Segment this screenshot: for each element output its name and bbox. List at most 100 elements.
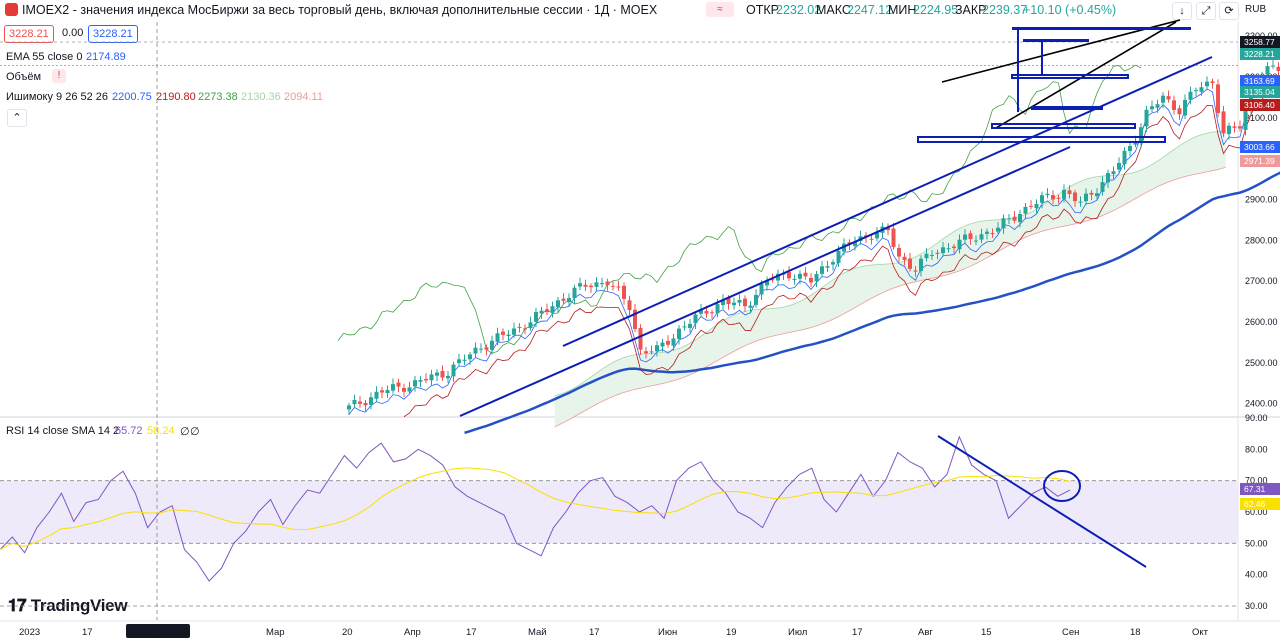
volume-warning-icon[interactable]: ! [52, 69, 66, 83]
candle-body-44 [589, 285, 593, 288]
price-tag-bg-1 [1240, 48, 1280, 60]
price-axis-label-2800: 2800.00 [1245, 235, 1278, 245]
price-axis-label-3000: 3000.00 [1245, 154, 1278, 164]
candle-body-102 [908, 258, 912, 269]
zone-box-4 [991, 123, 1136, 129]
candle-body-33 [528, 322, 533, 329]
candle-body-89 [836, 250, 841, 263]
candle-body-169 [1276, 66, 1280, 72]
rsi-band-fill [0, 480, 1238, 544]
rsi-sma-line [0, 467, 1071, 551]
rsi-tag-1: 62.46 [1244, 499, 1266, 509]
candle-body-101 [902, 256, 907, 260]
candle-body-74 [754, 294, 758, 305]
rsi-axis-label-1: 80.00 [1245, 444, 1268, 454]
candle-body-81 [792, 278, 797, 280]
candle-body-127 [1045, 193, 1050, 196]
candle-body-62 [688, 323, 692, 328]
rsi-empty-1: ∅ [180, 426, 190, 438]
indicator-flag-icon[interactable]: ≈ [706, 2, 734, 17]
candle-body-37 [550, 306, 555, 313]
candle-body-162 [1238, 126, 1242, 129]
candle-body-60 [677, 328, 681, 339]
tradingview-logo[interactable]: 𝟏𝟕 TradingView [8, 596, 128, 616]
ichimoku-base [403, 90, 1280, 418]
time-axis-label-17: Окт [1192, 627, 1209, 638]
candle-body-154 [1194, 90, 1198, 92]
refresh-icon[interactable]: ⟳ [1219, 2, 1239, 20]
time-axis-label-7: Май [528, 627, 547, 638]
candle-body-68 [721, 299, 725, 306]
candle-body-121 [1012, 216, 1017, 221]
ichimoku-value-base: 2190.80 [156, 91, 196, 103]
ema-legend-label[interactable]: EMA 55 close 0 [6, 51, 83, 63]
wedge-bottom [995, 21, 1177, 129]
candle-body-4 [369, 397, 373, 405]
candle-body-67 [715, 304, 720, 314]
candle-body-137 [1100, 182, 1105, 192]
candle-body-149 [1166, 96, 1171, 100]
ohlc-low-label: МИН [888, 3, 917, 17]
scroll-down-icon[interactable]: ↓ [1172, 2, 1192, 20]
candle-body-58 [666, 340, 670, 345]
rsi-axis-label-5: 40.00 [1245, 570, 1268, 580]
time-axis-label-4: 20 [342, 627, 353, 638]
candle-body-96 [875, 232, 879, 239]
candle-body-27 [495, 333, 500, 342]
price-tag-bg-5 [1240, 141, 1280, 153]
candle-body-10 [402, 387, 406, 392]
candle-body-141 [1122, 150, 1127, 165]
candle-body-32 [523, 328, 527, 330]
candle-body-86 [820, 266, 824, 274]
collapse-legend-icon[interactable]: ⌃ [7, 109, 27, 127]
candle-body-41 [572, 287, 577, 299]
candle-body-38 [556, 300, 560, 308]
candle-body-48 [611, 285, 615, 287]
candle-body-24 [479, 348, 483, 350]
ichimoku-conversion [348, 76, 1280, 415]
time-axis-label-12: 17 [852, 627, 863, 638]
currency-label[interactable]: RUB [1245, 4, 1267, 15]
candle-body-40 [567, 298, 571, 303]
price-tag-0: 3258.77 [1244, 37, 1275, 47]
candle-body-132 [1073, 192, 1077, 202]
price-tag-bg-0 [1240, 36, 1280, 48]
fullscreen-icon[interactable]: ⤢ [1196, 2, 1216, 20]
candle-body-124 [1029, 205, 1033, 207]
candle-body-29 [506, 334, 511, 337]
symbol-title[interactable]: IMOEX2 - значения индекса МосБиржи за ве… [22, 3, 658, 17]
rsi-legend-label[interactable]: RSI 14 close SMA 14 2 [6, 425, 120, 437]
ichimoku-legend-label[interactable]: Ишимоку 9 26 52 26 [6, 91, 109, 103]
candle-body-163 [1243, 108, 1248, 130]
price-axis-label-2500: 2500.00 [1245, 358, 1278, 368]
symbol-logo-icon [5, 3, 18, 16]
price-box-buy[interactable]: 3228.21 [88, 25, 138, 43]
candle-body-122 [1018, 214, 1022, 223]
candle-body-1 [352, 399, 357, 405]
candle-body-111 [957, 239, 962, 250]
time-axis-label-13: Авг [918, 627, 933, 638]
price-box-sell[interactable]: 3228.21 [4, 25, 54, 43]
time-axis-label-0: 2023 [19, 627, 40, 638]
candle-body-164 [1249, 93, 1253, 109]
zone-box-0 [1012, 27, 1191, 30]
price-tag-bg-2 [1240, 75, 1280, 87]
candle-body-19 [451, 364, 456, 377]
candle-body-35 [539, 310, 544, 314]
price-axis-label-3100: 3100.00 [1245, 113, 1278, 123]
candle-body-117 [990, 233, 995, 235]
price-tag-2: 3163.69 [1244, 76, 1275, 86]
candle-body-21 [462, 359, 467, 361]
time-axis-label-1: 17 [82, 627, 93, 638]
candle-body-59 [671, 338, 676, 346]
candle-body-106 [930, 254, 934, 256]
candle-body-148 [1161, 95, 1165, 103]
candle-body-88 [831, 262, 835, 265]
volume-legend-label[interactable]: Объём [6, 71, 42, 83]
candle-body-115 [979, 234, 984, 240]
candle-body-147 [1155, 104, 1160, 108]
candle-body-143 [1133, 141, 1138, 145]
price-axis-label-2700: 2700.00 [1245, 276, 1278, 286]
rsi-tag-0: 67.31 [1244, 484, 1266, 494]
candle-body-77 [770, 279, 775, 281]
